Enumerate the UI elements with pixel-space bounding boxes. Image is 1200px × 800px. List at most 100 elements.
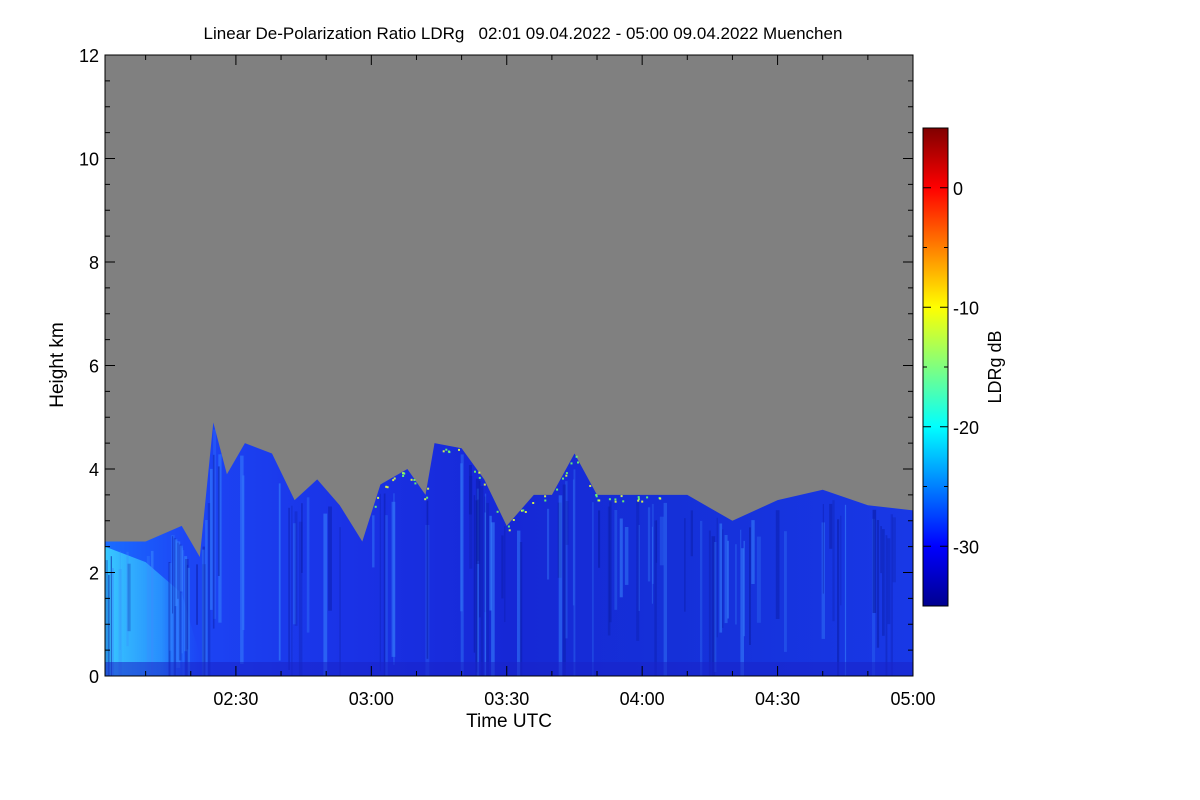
cloud-streak bbox=[196, 564, 198, 625]
cloud-streak bbox=[179, 545, 183, 592]
cloud-top-speckle bbox=[570, 462, 573, 465]
heatmap-area bbox=[105, 55, 913, 676]
cloud-streak bbox=[572, 479, 575, 606]
cloud-top-speckle bbox=[614, 498, 617, 501]
cloud-streak bbox=[491, 522, 495, 676]
cloud-top-speckle bbox=[385, 485, 388, 488]
cloud-streak bbox=[207, 503, 211, 676]
cloud-streak bbox=[173, 538, 176, 676]
cloud-streak bbox=[655, 520, 658, 563]
cloud-streak bbox=[328, 506, 332, 611]
cloud-streak bbox=[105, 560, 108, 676]
cloud-streak bbox=[480, 486, 484, 676]
cloud-top-speckle bbox=[374, 505, 377, 508]
cloud-streak bbox=[469, 475, 473, 569]
cloud-top-speckle bbox=[522, 509, 525, 512]
cloud-streak bbox=[178, 544, 182, 661]
cloud-streak bbox=[832, 500, 835, 622]
cloud-streak bbox=[460, 463, 463, 612]
cloud-top-speckle bbox=[403, 472, 406, 475]
cloud-streak bbox=[185, 559, 189, 676]
cloud-streak bbox=[724, 535, 728, 624]
cloud-streak bbox=[740, 529, 742, 676]
cloud-top-speckle bbox=[641, 500, 644, 503]
cloud-streak bbox=[638, 525, 640, 611]
cloud-streak bbox=[478, 480, 481, 618]
cloud-streak bbox=[872, 509, 877, 613]
cloud-streak bbox=[202, 546, 205, 676]
cloud-streak bbox=[182, 550, 185, 676]
y-tick-label: 12 bbox=[79, 46, 99, 66]
cloud-streak bbox=[837, 519, 840, 676]
cloud-streak bbox=[654, 520, 657, 676]
cloud-top-speckle bbox=[562, 477, 564, 480]
cloud-streak bbox=[298, 521, 303, 676]
colorbar-ticks: 0 -10 -20 -30 bbox=[923, 127, 979, 607]
cloud-streak bbox=[716, 517, 718, 638]
cloud-streak bbox=[614, 510, 618, 610]
cloud-streaks bbox=[105, 429, 896, 676]
cloud-streak bbox=[294, 511, 298, 626]
cloud-streak bbox=[379, 493, 381, 672]
cloud-top-speckle bbox=[445, 448, 448, 451]
cloud-streak bbox=[323, 513, 328, 676]
cloud-streak bbox=[181, 547, 183, 654]
x-tick-label: 04:30 bbox=[755, 689, 800, 709]
cloud-streak bbox=[607, 506, 611, 636]
cloud-streak bbox=[242, 475, 245, 630]
cloud-top-speckle bbox=[458, 448, 460, 451]
cloud-streak bbox=[663, 502, 667, 676]
x-tick-label: 02:30 bbox=[213, 689, 258, 709]
cloud-top-speckle bbox=[507, 525, 510, 528]
cloud-streak bbox=[647, 507, 651, 582]
cloud-top-speckle bbox=[424, 498, 427, 501]
cloud-streak bbox=[885, 535, 888, 676]
cloud-streak bbox=[306, 497, 310, 633]
cloud-streak bbox=[184, 556, 188, 652]
cloud-streak bbox=[393, 493, 395, 665]
cloud-top-speckle bbox=[448, 451, 451, 454]
cloud-streak bbox=[475, 478, 480, 564]
cloud-top-speckle bbox=[478, 476, 481, 479]
colorbar-label: LDRg dB bbox=[985, 330, 1005, 403]
x-tick-label: 04:00 bbox=[620, 689, 665, 709]
cloud-streak bbox=[890, 514, 893, 676]
cloud-top-speckle bbox=[659, 497, 662, 500]
cloud-streak bbox=[519, 542, 523, 676]
cloud-streak bbox=[477, 499, 480, 561]
cloud-top-speckle bbox=[598, 499, 601, 502]
cloud-streak bbox=[711, 536, 716, 676]
cloud-top-speckle bbox=[575, 455, 578, 458]
cloud-streak bbox=[473, 495, 476, 653]
cloud-streak bbox=[476, 488, 479, 676]
cloud-streak bbox=[210, 468, 213, 610]
x-axis: 02:30 03:00 03:30 04:00 04:30 05:00 bbox=[145, 55, 936, 709]
cloud-streak bbox=[880, 526, 882, 574]
cloud-top-speckle bbox=[637, 498, 640, 501]
cloud-streak bbox=[205, 520, 208, 676]
cloud-streak bbox=[293, 523, 296, 625]
cloud-streak bbox=[213, 429, 217, 619]
x-tick-label: 05:00 bbox=[890, 689, 935, 709]
cloud-streak bbox=[719, 523, 723, 633]
cloud-streak bbox=[501, 535, 504, 599]
cloud-top-speckle bbox=[414, 482, 417, 485]
cloud-streak bbox=[749, 527, 751, 645]
cloud-streak bbox=[484, 512, 486, 676]
cloud-streak bbox=[278, 483, 281, 661]
cloud-streak bbox=[172, 536, 174, 614]
cloud-layer bbox=[105, 422, 913, 676]
cloud-streak bbox=[573, 469, 576, 676]
y-tick-label: 4 bbox=[89, 460, 99, 480]
cloud-top-speckle bbox=[622, 500, 625, 503]
cloud-streak bbox=[517, 530, 521, 676]
surface-band bbox=[105, 662, 913, 676]
cloud-streak bbox=[659, 516, 664, 566]
cloud-top-speckle bbox=[637, 496, 640, 499]
x-axis-label: Time UTC bbox=[466, 711, 552, 732]
cloud-streak bbox=[821, 522, 825, 639]
cloud-streak bbox=[844, 504, 847, 676]
cloud-streak bbox=[609, 501, 612, 623]
cloud-streak bbox=[218, 454, 222, 623]
